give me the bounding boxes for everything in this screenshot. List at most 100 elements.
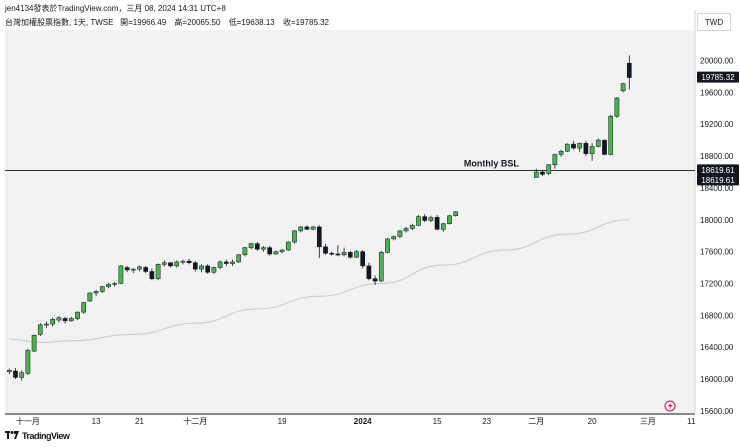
- candle-body[interactable]: [205, 265, 211, 273]
- candle-body[interactable]: [37, 324, 43, 335]
- candle-body[interactable]: [298, 226, 304, 232]
- candle-body[interactable]: [230, 261, 235, 264]
- candle-body[interactable]: [552, 154, 558, 166]
- candle-body[interactable]: [81, 302, 87, 313]
- candle-body[interactable]: [87, 292, 93, 302]
- symbol-title[interactable]: 台灣加權股票指數, 1天, TWSE: [5, 18, 114, 27]
- candle-body[interactable]: [428, 217, 434, 221]
- candle-body[interactable]: [533, 171, 539, 178]
- candle-body[interactable]: [192, 262, 198, 270]
- candle-body[interactable]: [564, 143, 570, 152]
- candle-body[interactable]: [93, 291, 99, 294]
- candle-body[interactable]: [546, 164, 552, 174]
- candle-body[interactable]: [99, 286, 105, 292]
- candle-body[interactable]: [595, 139, 601, 147]
- candle-body[interactable]: [6, 369, 12, 373]
- candle-body[interactable]: [366, 265, 372, 279]
- candle-body[interactable]: [211, 267, 217, 273]
- candle-body[interactable]: [13, 370, 18, 378]
- candle-body[interactable]: [335, 253, 341, 256]
- candle-body[interactable]: [577, 143, 583, 149]
- candle-body[interactable]: [409, 225, 415, 229]
- candle-body[interactable]: [267, 247, 273, 255]
- candle-body[interactable]: [583, 143, 589, 154]
- candle-body[interactable]: [329, 252, 335, 255]
- candle-body[interactable]: [75, 311, 80, 319]
- candle-body[interactable]: [416, 216, 421, 226]
- candle-body[interactable]: [354, 251, 359, 258]
- candle-body[interactable]: [347, 252, 353, 258]
- candle-body[interactable]: [285, 241, 291, 251]
- candle-body[interactable]: [180, 260, 186, 263]
- candle-body[interactable]: [130, 268, 136, 271]
- candle-body[interactable]: [273, 251, 279, 255]
- candle-body[interactable]: [608, 115, 614, 155]
- candle-body[interactable]: [323, 246, 328, 254]
- candle-body[interactable]: [118, 265, 124, 284]
- candle-body[interactable]: [453, 211, 459, 217]
- candle-body[interactable]: [397, 230, 403, 237]
- candle-body[interactable]: [571, 143, 576, 149]
- candle-body[interactable]: [217, 261, 223, 268]
- candle-body[interactable]: [248, 243, 254, 248]
- candle-body[interactable]: [447, 215, 452, 224]
- candle-body[interactable]: [62, 318, 68, 322]
- candle-body[interactable]: [124, 267, 130, 271]
- candle-body[interactable]: [149, 271, 155, 279]
- candle-body[interactable]: [310, 226, 316, 230]
- candle-body[interactable]: [112, 283, 118, 285]
- candle-body[interactable]: [50, 319, 56, 325]
- candle-body[interactable]: [403, 228, 409, 232]
- candle-body[interactable]: [143, 267, 149, 272]
- time-axis[interactable]: 十一月 13 21 十二月 19 2024 15 23 二月 20 三月 11: [16, 416, 696, 426]
- candle-body[interactable]: [440, 223, 446, 230]
- candle-body[interactable]: [242, 247, 248, 256]
- level-label: Monthly BSL: [464, 158, 519, 168]
- candle-body[interactable]: [279, 249, 285, 252]
- candle-body[interactable]: [31, 334, 37, 352]
- candle-body[interactable]: [391, 236, 397, 240]
- candle-body[interactable]: [602, 139, 607, 155]
- candle-body[interactable]: [558, 151, 564, 155]
- candle-body[interactable]: [341, 252, 347, 256]
- tradingview-footer[interactable]: TradingView: [5, 431, 70, 441]
- candle-body[interactable]: [137, 266, 142, 270]
- candle-body[interactable]: [385, 238, 390, 253]
- candle-body[interactable]: [236, 254, 242, 263]
- candle-body[interactable]: [378, 252, 384, 282]
- candle-body[interactable]: [304, 226, 310, 230]
- candle-body[interactable]: [360, 251, 366, 267]
- candle-body[interactable]: [434, 217, 440, 230]
- candle-body[interactable]: [155, 264, 161, 279]
- candle-body[interactable]: [626, 62, 632, 78]
- candle-body[interactable]: [223, 261, 229, 264]
- candle-body[interactable]: [19, 372, 25, 378]
- lightning-icon[interactable]: [664, 400, 676, 412]
- candle-body[interactable]: [316, 226, 322, 248]
- candle-body[interactable]: [254, 243, 260, 250]
- candles-layer: [6, 55, 632, 381]
- candle-body[interactable]: [168, 262, 173, 267]
- candle-body[interactable]: [589, 146, 595, 154]
- price-axis[interactable]: 15600.00 16000.00 16400.00 16800.00 17200.00…: [700, 57, 734, 416]
- candle-body[interactable]: [161, 262, 167, 265]
- candle-body[interactable]: [174, 261, 180, 267]
- candle-body[interactable]: [25, 350, 31, 374]
- candle-body[interactable]: [186, 260, 192, 263]
- candle-body[interactable]: [68, 318, 74, 322]
- candle-body[interactable]: [44, 323, 49, 326]
- candle-body[interactable]: [292, 230, 297, 243]
- candle-body[interactable]: [540, 171, 545, 175]
- candle-body[interactable]: [372, 278, 378, 282]
- candle-body[interactable]: [620, 83, 626, 92]
- candle-body[interactable]: [261, 247, 266, 250]
- candle-body[interactable]: [106, 283, 111, 287]
- candle-body[interactable]: [614, 97, 620, 117]
- candle-body[interactable]: [56, 317, 62, 321]
- currency-button[interactable]: TWD: [697, 13, 731, 31]
- candle-body[interactable]: [422, 216, 428, 221]
- y-tick-label: 18400.00: [700, 184, 734, 193]
- candle-body[interactable]: [199, 265, 204, 270]
- y-tick-label: 18800.00: [700, 152, 734, 161]
